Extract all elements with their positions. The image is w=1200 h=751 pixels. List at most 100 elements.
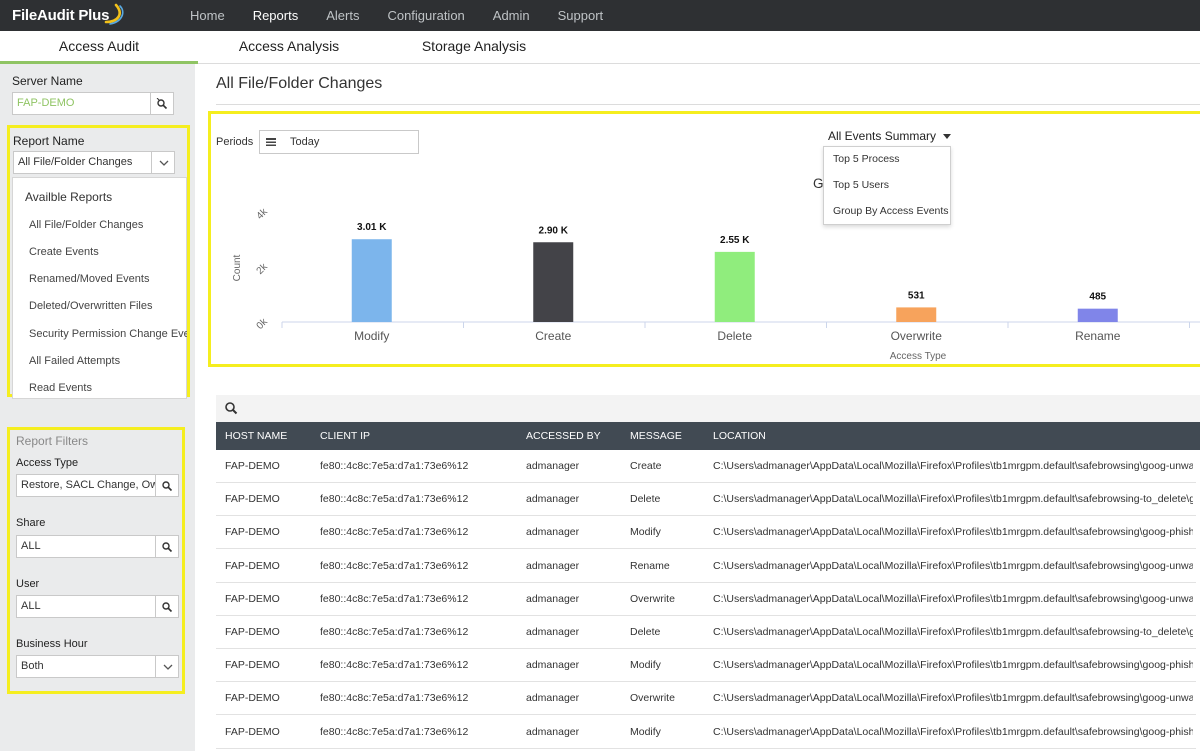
sub-tabs: Access Audit Access Analysis Storage Ana…: [0, 31, 1200, 64]
cell-message: Rename: [630, 559, 670, 572]
cell-host-name: FAP-DEMO: [225, 592, 280, 605]
cell-location: C:\Users\admanager\AppData\Local\Mozilla…: [713, 592, 1193, 605]
available-reports-dropdown: Availble Reports All File/Folder Changes…: [12, 177, 187, 399]
report-option[interactable]: Security Permission Change Events: [29, 328, 187, 340]
column-client-ip[interactable]: CLIENT IP: [320, 430, 370, 442]
tab-storage-analysis[interactable]: Storage Analysis: [421, 38, 527, 54]
report-option[interactable]: Renamed/Moved Events: [29, 273, 150, 285]
table-row[interactable]: FAP-DEMO fe80::4c8c:7e5a:d7a1:73e6%12 adma…: [216, 450, 1200, 483]
access-events-bar-chart: 0k 2k 4k Count 3.01 K Modify 2.90 K Create 2.55 …: [232, 206, 1200, 362]
y-tick-label: 2k: [255, 261, 271, 277]
user-label: User: [16, 578, 40, 590]
data-label: 485: [1089, 292, 1106, 303]
picker-icon: [162, 601, 173, 612]
user-picker-button[interactable]: [155, 595, 179, 618]
cell-message: Overwrite: [630, 592, 675, 605]
nav-admin[interactable]: Admin: [492, 8, 530, 23]
cell-host-name: FAP-DEMO: [225, 659, 280, 672]
cell-location: C:\Users\admanager\AppData\Local\Mozilla…: [713, 559, 1193, 572]
business-hour-select[interactable]: Both: [16, 655, 179, 678]
access-type-picker-button[interactable]: [155, 474, 179, 497]
report-name-select[interactable]: All File/Folder Changes: [13, 151, 175, 174]
column-location[interactable]: LOCATION: [713, 430, 766, 442]
search-icon[interactable]: [224, 401, 238, 415]
table-row[interactable]: FAP-DEMO fe80::4c8c:7e5a:d7a1:73e6%12 adma…: [216, 682, 1200, 716]
cell-accessed-by: admanager: [526, 692, 580, 705]
menu-item-top-5-users[interactable]: Top 5 Users: [833, 179, 890, 191]
calendar-icon: [266, 137, 276, 146]
right-edge: [1196, 450, 1200, 751]
nav-home[interactable]: Home: [190, 8, 225, 23]
cell-message: Modify: [630, 725, 661, 738]
cell-client-ip: fe80::4c8c:7e5a:d7a1:73e6%12: [320, 692, 469, 705]
y-axis-label: Count: [232, 254, 243, 281]
cell-client-ip: fe80::4c8c:7e5a:d7a1:73e6%12: [320, 626, 469, 638]
events-summary-dropdown[interactable]: All Events Summary: [828, 129, 952, 143]
cell-accessed-by: admanager: [526, 626, 580, 638]
report-option[interactable]: All Failed Attempts: [29, 355, 121, 367]
cell-message: Delete: [630, 493, 661, 506]
cell-accessed-by: admanager: [526, 460, 580, 472]
cell-host-name: FAP-DEMO: [225, 692, 280, 705]
table-row[interactable]: FAP-DEMO fe80::4c8c:7e5a:d7a1:73e6%12 adma…: [216, 715, 1200, 749]
cell-host-name: FAP-DEMO: [225, 460, 280, 472]
cell-host-name: FAP-DEMO: [225, 526, 280, 539]
app-logo[interactable]: FileAudit Plus: [12, 3, 124, 28]
bar-create: [533, 242, 574, 322]
report-name-label: Report Name: [13, 134, 85, 148]
report-option[interactable]: Read Events: [29, 382, 92, 394]
calendar-button[interactable]: [259, 130, 283, 154]
report-option[interactable]: Create Events: [29, 246, 99, 258]
menu-item-group-by-access-events[interactable]: Group By Access Events: [833, 205, 949, 217]
nav-reports[interactable]: Reports: [252, 8, 299, 23]
table-row[interactable]: FAP-DEMO fe80::4c8c:7e5a:d7a1:73e6%12 adma…: [216, 616, 1200, 649]
server-picker-button[interactable]: [150, 92, 174, 115]
x-axis-label: Access Type: [890, 351, 947, 362]
chevron-down-icon: [159, 160, 168, 166]
data-label: 2.90 K: [539, 225, 569, 236]
server-name-input[interactable]: FAP-DEMO: [12, 92, 151, 115]
logo-text: FileAudit Plus: [12, 7, 110, 24]
menu-item-top-5-process[interactable]: Top 5 Process: [833, 153, 900, 165]
nav-configuration[interactable]: Configuration: [387, 8, 465, 23]
events-summary-menu: Top 5 Process Top 5 Users Group By Acces…: [823, 146, 951, 225]
nav-support[interactable]: Support: [557, 8, 604, 23]
access-type-input[interactable]: Restore, SACL Change, Owner Change: [16, 474, 156, 497]
period-input[interactable]: Today: [282, 130, 419, 154]
business-hour-toggle[interactable]: [155, 655, 179, 678]
chart-highlight: [208, 111, 1200, 367]
report-option[interactable]: All File/Folder Changes: [29, 219, 144, 231]
report-option[interactable]: Deleted/Overwritten Files: [29, 300, 153, 312]
chart-title-left: G: [813, 176, 824, 191]
column-message[interactable]: MESSAGE: [630, 430, 682, 442]
cell-location: C:\Users\admanager\AppData\Local\Mozilla…: [713, 692, 1193, 705]
business-hour-label: Business Hour: [16, 638, 88, 650]
report-select-toggle[interactable]: [151, 151, 175, 174]
cell-location: C:\Users\admanager\AppData\Local\Mozilla…: [713, 725, 1193, 738]
column-accessed-by[interactable]: ACCESSED BY: [526, 430, 601, 442]
available-reports-title: Availble Reports: [25, 190, 113, 204]
tab-access-audit[interactable]: Access Audit: [0, 31, 198, 64]
user-input[interactable]: ALL: [16, 595, 156, 618]
x-tick-label: Rename: [1075, 329, 1121, 343]
share-picker-button[interactable]: [155, 535, 179, 558]
table-row[interactable]: FAP-DEMO fe80::4c8c:7e5a:d7a1:73e6%12 adma…: [216, 549, 1200, 583]
tab-access-analysis[interactable]: Access Analysis: [238, 38, 340, 54]
table-row[interactable]: FAP-DEMO fe80::4c8c:7e5a:d7a1:73e6%12 adma…: [216, 649, 1200, 683]
cell-message: Modify: [630, 526, 661, 539]
table-row[interactable]: FAP-DEMO fe80::4c8c:7e5a:d7a1:73e6%12 adma…: [216, 483, 1200, 517]
table-row[interactable]: FAP-DEMO fe80::4c8c:7e5a:d7a1:73e6%12 adma…: [216, 516, 1200, 550]
cell-accessed-by: admanager: [526, 526, 580, 539]
cell-accessed-by: admanager: [526, 592, 580, 605]
cell-accessed-by: admanager: [526, 493, 580, 506]
top-navbar: FileAudit Plus Home Reports Alerts Confi…: [0, 0, 1200, 31]
column-host-name[interactable]: HOST NAME: [225, 430, 288, 442]
caret-down-icon: [943, 134, 952, 140]
bar-modify: [351, 239, 392, 322]
nav-alerts[interactable]: Alerts: [326, 8, 360, 23]
cell-message: Create: [630, 460, 662, 472]
cell-client-ip: fe80::4c8c:7e5a:d7a1:73e6%12: [320, 526, 469, 539]
events-summary-label: All Events Summary: [828, 129, 937, 143]
table-row[interactable]: FAP-DEMO fe80::4c8c:7e5a:d7a1:73e6%12 adma…: [216, 582, 1200, 616]
share-input[interactable]: ALL: [16, 535, 156, 558]
